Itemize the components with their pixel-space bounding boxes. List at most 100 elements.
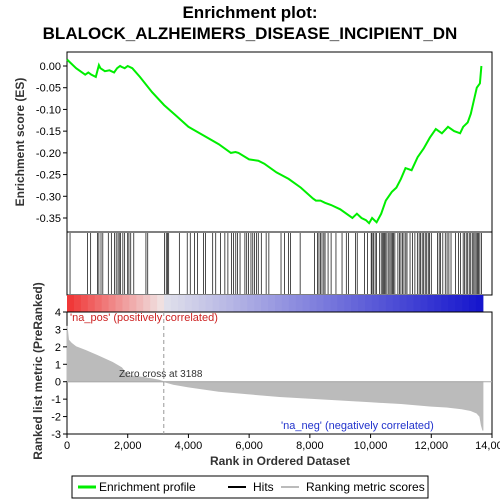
color-bar-segment bbox=[254, 295, 262, 312]
es-y-tick-label: -0.20 bbox=[36, 148, 61, 160]
es-y-axis-label: Enrichment score (ES) bbox=[13, 78, 27, 207]
color-bar-segment bbox=[157, 295, 165, 312]
color-bar-segment bbox=[434, 295, 442, 312]
color-bar-segment bbox=[268, 295, 276, 312]
metric-plot-frame bbox=[66, 311, 493, 435]
color-bar-segment bbox=[233, 295, 241, 312]
color-bar-segment bbox=[475, 295, 484, 312]
es-y-ticks: 0.00 -0.05 -0.10 -0.15 -0.20 -0.25 -0.30 -0.35 bbox=[36, 61, 67, 225]
es-y-tick-label: -0.25 bbox=[36, 170, 61, 182]
color-bar-segment bbox=[448, 295, 456, 312]
color-bar-segment bbox=[274, 295, 283, 312]
metric-y-tick-label: 4 bbox=[55, 307, 61, 319]
metric-x-tick-label: 10,000 bbox=[354, 440, 388, 452]
color-bar-segment bbox=[261, 295, 269, 312]
legend-profile-label: Enrichment profile bbox=[99, 480, 196, 494]
metric-y-tick-label: 3 bbox=[55, 324, 61, 336]
color-bar-segment bbox=[184, 295, 193, 312]
color-bar-segment bbox=[136, 295, 144, 312]
color-bar-segment bbox=[73, 295, 82, 312]
metric-y-tick-label: 0 bbox=[55, 377, 61, 389]
color-bar-segment bbox=[365, 295, 373, 312]
zero-cross-label: Zero cross at 3188 bbox=[119, 369, 203, 380]
color-bar-segment bbox=[247, 295, 255, 312]
color-bar-segment bbox=[143, 295, 151, 312]
es-y-tick-label: -0.35 bbox=[36, 213, 61, 225]
metric-x-axis-label: Rank in Ordered Dataset bbox=[210, 454, 350, 468]
color-bar-segment bbox=[115, 295, 123, 312]
color-bar-segment bbox=[441, 295, 449, 312]
color-bar-segment bbox=[316, 295, 324, 312]
chart-title-line1: Enrichment plot: bbox=[182, 3, 317, 22]
color-bar-segment bbox=[219, 295, 227, 312]
metric-x-tick-label: 2,000 bbox=[114, 440, 142, 452]
es-y-tick-label: -0.05 bbox=[36, 83, 61, 95]
color-bar-segment bbox=[281, 295, 290, 312]
enrichment-profile-line bbox=[66, 58, 483, 225]
color-bar-segment bbox=[198, 295, 207, 312]
legend: Enrichment profile Hits Ranking metric s… bbox=[71, 475, 429, 499]
color-bar-segment bbox=[302, 295, 311, 312]
color-bar-segment bbox=[420, 295, 428, 312]
color-bar-segment bbox=[309, 295, 318, 312]
metric-y-tick-label: -1 bbox=[51, 394, 61, 406]
color-bar-segment bbox=[371, 295, 380, 312]
chart-title-line2: BLALOCK_ALZHEIMERS_DISEASE_INCIPIENT_DN bbox=[43, 24, 458, 43]
metric-y-tick-label: -2 bbox=[51, 412, 61, 424]
metric-x-tick-label: 12,000 bbox=[414, 440, 448, 452]
color-bar-segment bbox=[170, 295, 179, 312]
legend-metric-label: Ranking metric scores bbox=[306, 480, 425, 494]
legend-hits-label: Hits bbox=[253, 480, 274, 494]
color-bar-segment bbox=[226, 295, 234, 312]
color-bar-segment bbox=[455, 295, 463, 312]
metric-y-axis-label: Ranked list metric (PreRanked) bbox=[31, 282, 45, 459]
enrichment-score-panel: 0.00-0.05-0.10-0.15-0.20-0.25-0.30-0.35 … bbox=[13, 51, 493, 233]
color-bar-segment bbox=[108, 295, 117, 312]
es-y-tick-label: -0.15 bbox=[36, 126, 61, 138]
ranked-metric-panel: 4 3 2 1 0 -1 -2 -3 0 2,000 4,000 6,000 8,000 10,000 1… bbox=[31, 282, 500, 468]
ranking-metric-area bbox=[66, 325, 484, 431]
metric-x-tick-label: 8,000 bbox=[296, 440, 324, 452]
color-bar-segment bbox=[413, 295, 422, 312]
na-neg-label: 'na_neg' (negatively correlated) bbox=[281, 420, 434, 432]
color-bar-segment bbox=[399, 295, 408, 312]
es-y-tick-label: -0.30 bbox=[36, 191, 61, 203]
color-bar-segment bbox=[323, 295, 331, 312]
color-bar-segment bbox=[462, 295, 470, 312]
color-bar-segment bbox=[295, 295, 304, 312]
color-bar-segment bbox=[288, 295, 297, 312]
metric-x-tick-label: 6,000 bbox=[235, 440, 263, 452]
color-bar-segment bbox=[205, 295, 214, 312]
hit-lines bbox=[69, 233, 482, 294]
color-bar-segment bbox=[212, 295, 220, 312]
color-bar-segment bbox=[406, 295, 415, 312]
color-bar-segment bbox=[240, 295, 248, 312]
color-bar-segment bbox=[392, 295, 401, 312]
color-bar-segment bbox=[164, 295, 172, 312]
color-bar-segment bbox=[378, 295, 387, 312]
color-bar-segment bbox=[87, 295, 96, 312]
color-bar-segment bbox=[358, 295, 366, 312]
color-bar-segment bbox=[469, 295, 477, 312]
color-bar-segment bbox=[177, 295, 186, 312]
color-bar-segment bbox=[191, 295, 200, 312]
metric-y-tick-label: 2 bbox=[55, 342, 61, 354]
color-bar-segment bbox=[129, 295, 137, 312]
color-bar-segment bbox=[122, 295, 130, 312]
metric-y-tick-label: 1 bbox=[55, 359, 61, 371]
na-pos-label: 'na_pos' (positively correlated) bbox=[70, 312, 218, 324]
color-bar-segment bbox=[101, 295, 110, 312]
color-bar-segment bbox=[351, 295, 359, 312]
metric-x-ticks: 0 2,000 4,000 6,000 8,000 10,000 12,000 14,000 bbox=[64, 434, 500, 452]
es-plot-frame bbox=[66, 51, 493, 233]
legend-box bbox=[71, 475, 429, 499]
color-bar-segment bbox=[385, 295, 394, 312]
color-bar-segment bbox=[94, 295, 103, 312]
color-bar-segment bbox=[330, 295, 338, 312]
color-bar-segment bbox=[337, 295, 345, 312]
color-bar-segment bbox=[150, 295, 158, 312]
rank-color-bar bbox=[67, 295, 484, 312]
es-y-tick-label: 0.00 bbox=[40, 61, 61, 73]
color-bar-segment bbox=[427, 295, 435, 312]
